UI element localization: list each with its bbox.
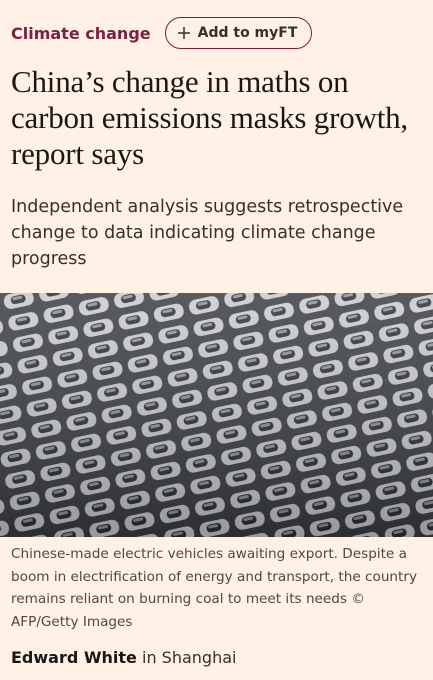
article-image [0, 293, 433, 537]
topic-link[interactable]: Climate change [11, 23, 151, 43]
header-row: Climate change Add to myFT [11, 17, 313, 49]
headline: China’s change in maths on carbon emissi… [11, 64, 408, 171]
image-caption: Chinese-made electric vehicles awaiting … [11, 546, 418, 630]
button-label: Add to myFT [197, 25, 298, 41]
standfirst: Independent analysis suggests retrospect… [11, 197, 404, 269]
location: in Shanghai [142, 648, 237, 667]
author-link[interactable]: Edward White [11, 648, 137, 667]
add-to-myft-button[interactable]: Add to myFT [164, 17, 313, 49]
plus-icon [177, 27, 190, 39]
byline: Edward White in Shanghai [11, 648, 236, 667]
